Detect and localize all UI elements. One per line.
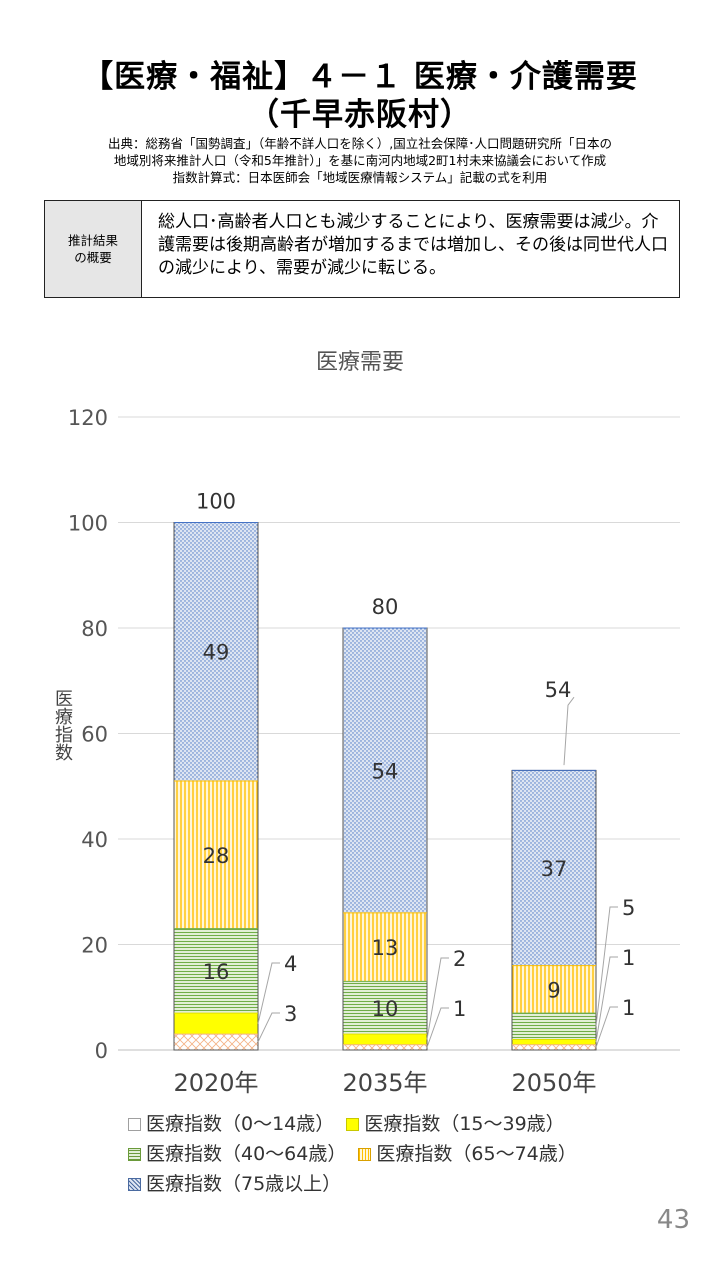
summary-text: 総人口･高齢者人口とも減少することにより、医療需要は減少。介護需要は後期高齢者が… bbox=[158, 212, 668, 278]
data-label: 13 bbox=[372, 936, 399, 960]
data-label-leader bbox=[426, 1007, 449, 1048]
total-label: 54 bbox=[545, 678, 572, 702]
legend-label: 医療指数（75歳以上） bbox=[146, 1173, 342, 1195]
y-tick-label: 100 bbox=[68, 512, 108, 536]
bar-segment bbox=[174, 1013, 258, 1035]
data-label: 4 bbox=[284, 952, 297, 976]
source-line1: 出典：総務省「国勢調査」（年齢不詳人口を除く）,国立社会保障･人口問題研究所「日… bbox=[108, 136, 612, 151]
summary-label: 推計結果 の概要 bbox=[45, 201, 142, 297]
legend-item-65-74: 医療指数（65～74歳） bbox=[358, 1140, 577, 1169]
data-label: 16 bbox=[203, 960, 230, 984]
summary-box: 推計結果 の概要 総人口･高齢者人口とも減少することにより、医療需要は減少。介護… bbox=[44, 200, 680, 298]
y-tick-label: 60 bbox=[81, 723, 108, 747]
legend-label: 医療指数（15～39歳） bbox=[364, 1113, 565, 1135]
source-note: 出典：総務省「国勢調査」（年齢不詳人口を除く）,国立社会保障･人口問題研究所「日… bbox=[40, 135, 680, 186]
bar-segment bbox=[343, 981, 427, 1035]
chart-legend: 医療指数（0～14歳） 医療指数（15～39歳） 医療指数（40～64歳） 医療… bbox=[128, 1110, 608, 1200]
source-line3: 指数計算式：日本医師会「地域医療情報システム」記載の式を利用 bbox=[172, 170, 548, 185]
bar-segment bbox=[512, 1013, 596, 1040]
bar-segment bbox=[512, 965, 596, 1014]
y-axis-ticks: 0 20 40 60 80 100 120 bbox=[68, 406, 108, 1063]
bar-segment bbox=[174, 780, 258, 929]
x-tick-label: 2035年 bbox=[342, 1069, 427, 1097]
data-label: 2 bbox=[453, 947, 466, 971]
y-tick-label: 0 bbox=[95, 1039, 108, 1063]
bar-segment bbox=[512, 770, 596, 966]
stacked-bar-chart: 0 20 40 60 80 100 120 医療指数 3 4 16 28 49 100 1 2 10 13 54… bbox=[55, 406, 680, 1097]
data-label: 28 bbox=[203, 844, 230, 868]
data-label: 1 bbox=[622, 996, 635, 1020]
bar-segment bbox=[174, 928, 258, 1014]
page-title-line2: （千早赤阪村） bbox=[248, 97, 472, 133]
legend-item-75-plus: 医療指数（75歳以上） bbox=[128, 1170, 341, 1199]
x-tick-label: 2050年 bbox=[511, 1069, 596, 1097]
bar-segment bbox=[512, 1039, 596, 1045]
y-tick-label: 80 bbox=[81, 617, 108, 641]
legend-swatch bbox=[128, 1178, 141, 1191]
legend-item-40-64: 医療指数（40～64歳） bbox=[128, 1140, 346, 1169]
data-label-leader bbox=[595, 956, 618, 1043]
data-label: 49 bbox=[203, 641, 230, 665]
data-label-leader bbox=[595, 906, 618, 1027]
legend-swatch bbox=[358, 1148, 372, 1161]
data-label: 5 bbox=[622, 896, 635, 920]
bar-segment bbox=[343, 1044, 427, 1050]
y-tick-label: 20 bbox=[81, 934, 108, 958]
data-label: 9 bbox=[547, 978, 560, 1002]
data-label: 37 bbox=[541, 857, 568, 881]
y-tick-label: 120 bbox=[68, 406, 108, 430]
legend-swatch bbox=[128, 1148, 141, 1161]
source-line2: 地域別将来推計人口（令和5年推計）」を基に南河内地域2町1村未来協議会において作… bbox=[113, 153, 607, 168]
legend-label: 医療指数（65～74歳） bbox=[376, 1143, 577, 1165]
y-axis-label: 医療指数 bbox=[55, 689, 73, 764]
legend-label: 医療指数（40～64歳） bbox=[146, 1143, 347, 1165]
x-axis-ticks: 2020年 2035年 2050年 bbox=[173, 1069, 596, 1097]
chart-title: 医療需要 bbox=[315, 350, 404, 375]
legend-swatch bbox=[346, 1118, 360, 1131]
data-label-leader bbox=[426, 957, 449, 1040]
data-label-leader bbox=[595, 1006, 618, 1048]
y-tick-label: 40 bbox=[81, 828, 108, 852]
total-label: 80 bbox=[372, 595, 399, 619]
legend-label: 医療指数（0～14歳） bbox=[146, 1113, 335, 1135]
page-title: 【医療・福祉】４－１ 医療・介護需要 （千早赤阪村） bbox=[0, 58, 720, 134]
data-label-leader bbox=[257, 962, 280, 1024]
legend-swatch bbox=[128, 1118, 141, 1131]
bar-segment bbox=[174, 522, 258, 781]
legend-item-15-39: 医療指数（15～39歳） bbox=[346, 1110, 565, 1139]
total-label-leader bbox=[563, 696, 575, 766]
total-label: 100 bbox=[196, 490, 236, 514]
page-title-line1: 【医療・福祉】４－１ 医療・介護需要 bbox=[82, 59, 638, 95]
bar-segment bbox=[343, 912, 427, 982]
bar-segment bbox=[343, 1034, 427, 1045]
bar-segment bbox=[174, 1034, 258, 1050]
page-number: 43 bbox=[656, 1205, 690, 1235]
data-label: 1 bbox=[622, 946, 635, 970]
data-label: 3 bbox=[284, 1002, 297, 1026]
legend-item-0-14: 医療指数（0～14歳） bbox=[128, 1110, 334, 1139]
bar-segment bbox=[512, 1044, 596, 1050]
chart-bars: 3 4 16 28 49 100 1 2 10 13 54 80 1 1 5 9 37 54 bbox=[173, 490, 635, 1051]
x-tick-label: 2020年 bbox=[173, 1069, 258, 1097]
data-label: 10 bbox=[372, 997, 399, 1021]
data-label-leader bbox=[257, 1012, 280, 1043]
data-label: 1 bbox=[453, 997, 466, 1021]
data-label: 54 bbox=[372, 759, 399, 783]
bar-segment bbox=[343, 628, 427, 913]
